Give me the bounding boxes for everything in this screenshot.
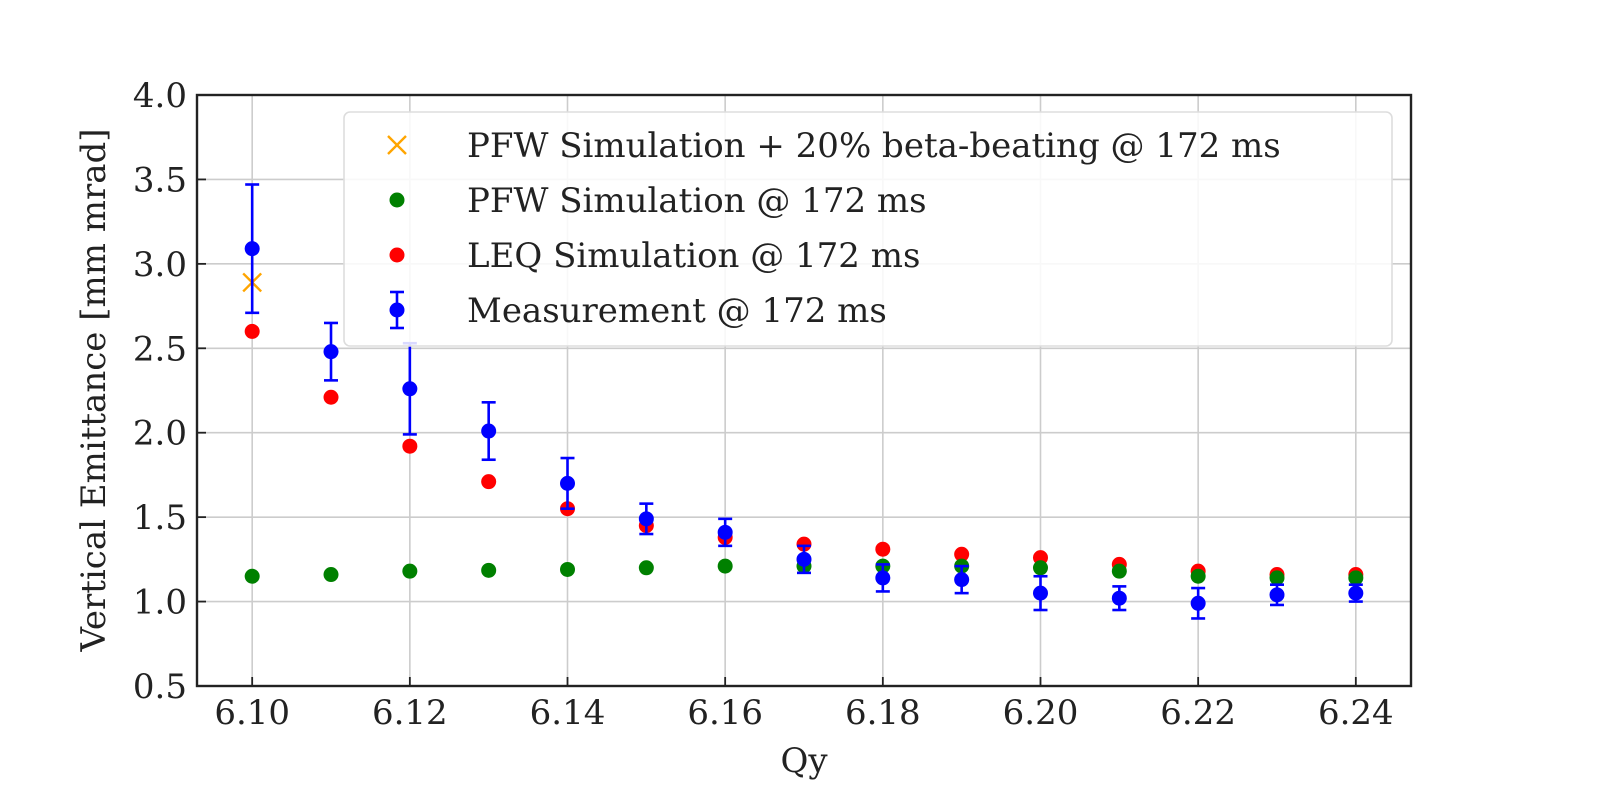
data-point [1269, 587, 1285, 603]
x-tick-label: 6.12 [372, 693, 448, 733]
data-point [560, 561, 576, 577]
x-tick-label: 6.10 [214, 693, 290, 733]
legend-marker [389, 247, 405, 263]
data-point [402, 438, 418, 454]
data-point [1111, 563, 1127, 579]
data-layer [242, 183, 1364, 620]
y-tick-label: 1.5 [133, 498, 187, 538]
x-tick-label: 6.16 [687, 693, 763, 733]
plot-frame [195, 93, 1413, 688]
data-point [1032, 585, 1048, 601]
data-point [560, 475, 576, 491]
data-point [481, 423, 497, 439]
ticks-layer: 6.10 6.12 6.14 6.16 6.18 6.20 6.22 6.24 0.5 1.0 1.… [133, 76, 1394, 733]
legend-marker [389, 302, 405, 318]
data-point [323, 567, 339, 583]
data-point [638, 511, 654, 527]
data-point [875, 570, 891, 586]
data-point [323, 344, 339, 360]
legend-label: PFW Simulation @ 172 ms [467, 181, 927, 221]
y-axis-label: Vertical Emittance [mm mrad] [74, 128, 114, 652]
data-point [796, 536, 812, 552]
data-point [1348, 585, 1364, 601]
data-point [717, 524, 733, 540]
y-tick-label: 2.0 [133, 414, 187, 454]
data-point [244, 323, 260, 339]
data-point [481, 474, 497, 490]
legend-entry-2: LEQ Simulation @ 172 ms [389, 236, 920, 276]
y-tick-label: 2.5 [133, 329, 187, 369]
data-point [1032, 560, 1048, 576]
legend-label: Measurement @ 172 ms [467, 291, 887, 331]
data-point [954, 546, 970, 562]
legend: PFW Simulation + 20% beta-beating @ 172 … [343, 111, 1393, 347]
y-tick-label: 0.5 [133, 667, 187, 707]
legend-label: PFW Simulation + 20% beta-beating @ 172 … [467, 126, 1281, 166]
data-point [402, 381, 418, 397]
y-tick-label: 4.0 [133, 76, 187, 116]
x-tick-label: 6.22 [1160, 693, 1236, 733]
x-marker-stroke [387, 135, 407, 155]
data-point [402, 563, 418, 579]
data-point [1190, 568, 1206, 584]
y-tick-label: 3.5 [133, 160, 187, 200]
x-tick-label: 6.14 [530, 693, 606, 733]
data-point [638, 560, 654, 576]
data-point [1269, 570, 1285, 586]
y-tick-label: 1.0 [133, 583, 187, 623]
y-tick-label: 3.0 [133, 245, 187, 285]
legend-marker [387, 135, 407, 155]
data-point [323, 389, 339, 405]
legend-box [343, 111, 1393, 347]
x-tick-label: 6.20 [1003, 693, 1079, 733]
data-point [796, 551, 812, 567]
legend-entry-0: PFW Simulation + 20% beta-beating @ 172 … [387, 126, 1281, 166]
data-point [954, 572, 970, 588]
data-point [1111, 590, 1127, 606]
data-point [1190, 595, 1206, 611]
legend-marker [389, 192, 405, 208]
data-point [481, 562, 497, 578]
data-point [875, 541, 891, 557]
data-point [1348, 570, 1364, 586]
data-point [244, 241, 260, 257]
x-axis-label: Qy [780, 741, 828, 781]
data-point [244, 568, 260, 584]
x-tick-label: 6.24 [1318, 693, 1394, 733]
series-3 [244, 183, 1364, 620]
legend-label: LEQ Simulation @ 172 ms [467, 236, 920, 276]
data-point [717, 558, 733, 574]
legend-entry-3: Measurement @ 172 ms [389, 290, 887, 331]
series-2 [244, 323, 1364, 583]
legend-entry-1: PFW Simulation @ 172 ms [389, 181, 927, 221]
x-tick-label: 6.18 [845, 693, 921, 733]
